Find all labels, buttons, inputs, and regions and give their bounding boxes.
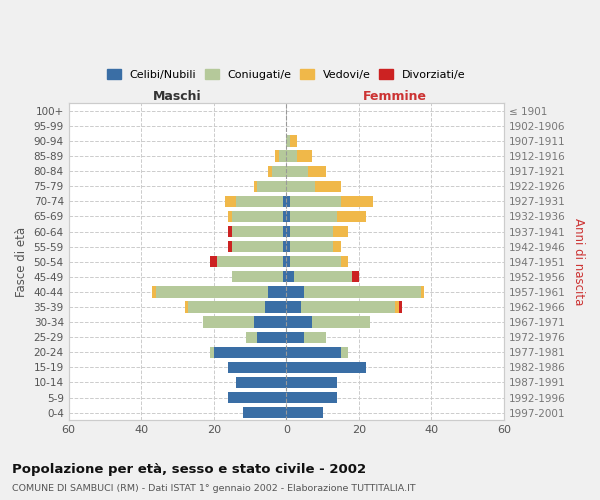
Bar <box>311 316 370 328</box>
Bar <box>399 302 403 312</box>
Bar <box>210 256 217 268</box>
Bar <box>254 316 286 328</box>
Bar <box>286 332 304 343</box>
Bar <box>214 346 286 358</box>
Bar <box>283 211 286 222</box>
Bar <box>290 196 341 207</box>
Bar <box>293 271 352 282</box>
Bar <box>421 286 424 298</box>
Bar <box>232 226 283 237</box>
Text: COMUNE DI SAMBUCI (RM) - Dati ISTAT 1° gennaio 2002 - Elaborazione TUTTITALIA.IT: COMUNE DI SAMBUCI (RM) - Dati ISTAT 1° g… <box>12 484 416 493</box>
Bar <box>337 211 366 222</box>
Bar <box>301 302 395 312</box>
Bar <box>308 166 326 177</box>
Bar <box>286 166 308 177</box>
Bar <box>185 302 188 312</box>
Bar <box>279 150 286 162</box>
Bar <box>286 392 337 403</box>
Bar <box>286 286 304 298</box>
Bar <box>341 346 348 358</box>
Bar <box>341 256 348 268</box>
Bar <box>228 241 232 252</box>
Bar <box>286 302 301 312</box>
Bar <box>268 286 286 298</box>
Bar <box>272 166 286 177</box>
Bar <box>210 346 214 358</box>
Y-axis label: Fasce di età: Fasce di età <box>15 226 28 297</box>
Bar <box>341 196 373 207</box>
Bar <box>257 332 286 343</box>
Bar <box>268 166 272 177</box>
Bar <box>286 196 290 207</box>
Bar <box>286 316 311 328</box>
Bar <box>232 211 283 222</box>
Bar <box>334 226 348 237</box>
Bar <box>236 377 286 388</box>
Bar <box>254 180 257 192</box>
Bar <box>286 150 297 162</box>
Bar <box>286 211 290 222</box>
Bar <box>290 136 297 146</box>
Bar <box>228 362 286 373</box>
Bar <box>290 241 334 252</box>
Bar <box>286 256 290 268</box>
Bar <box>304 286 421 298</box>
Bar <box>286 377 337 388</box>
Bar <box>283 241 286 252</box>
Bar <box>316 180 341 192</box>
Y-axis label: Anni di nascita: Anni di nascita <box>572 218 585 306</box>
Bar <box>283 271 286 282</box>
Bar <box>286 271 293 282</box>
Bar <box>217 256 283 268</box>
Bar <box>286 407 323 418</box>
Bar <box>297 150 311 162</box>
Bar <box>395 302 399 312</box>
Legend: Celibi/Nubili, Coniugati/e, Vedovi/e, Divorziati/e: Celibi/Nubili, Coniugati/e, Vedovi/e, Di… <box>103 64 470 84</box>
Bar <box>247 332 257 343</box>
Bar <box>188 302 265 312</box>
Bar <box>257 180 286 192</box>
Bar <box>290 256 341 268</box>
Bar <box>236 196 283 207</box>
Bar <box>228 211 232 222</box>
Bar <box>283 256 286 268</box>
Bar <box>203 316 254 328</box>
Bar <box>152 286 156 298</box>
Bar <box>228 226 232 237</box>
Bar <box>283 226 286 237</box>
Bar <box>304 332 326 343</box>
Bar <box>224 196 236 207</box>
Bar <box>286 180 316 192</box>
Bar <box>243 407 286 418</box>
Bar <box>286 346 341 358</box>
Bar <box>290 211 337 222</box>
Bar <box>352 271 359 282</box>
Bar <box>265 302 286 312</box>
Text: Femmine: Femmine <box>363 90 427 104</box>
Bar <box>232 271 283 282</box>
Bar <box>283 196 286 207</box>
Bar <box>334 241 341 252</box>
Bar <box>286 362 366 373</box>
Bar <box>232 241 283 252</box>
Text: Maschi: Maschi <box>153 90 202 104</box>
Bar <box>156 286 268 298</box>
Bar <box>286 226 290 237</box>
Bar <box>275 150 279 162</box>
Bar <box>286 241 290 252</box>
Bar <box>286 136 290 146</box>
Bar <box>228 392 286 403</box>
Bar <box>290 226 334 237</box>
Text: Popolazione per età, sesso e stato civile - 2002: Popolazione per età, sesso e stato civil… <box>12 462 366 475</box>
